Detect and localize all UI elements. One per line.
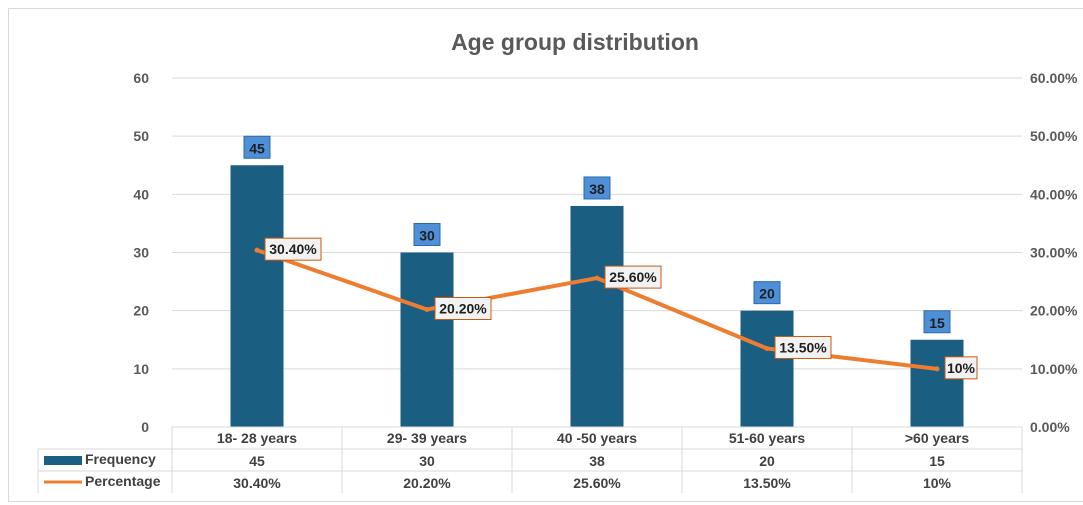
category-label: 18- 28 years xyxy=(217,430,297,446)
y-tick-label: 30 xyxy=(133,245,149,261)
frequency-bar xyxy=(400,252,454,427)
frequency-bar xyxy=(910,339,964,427)
frequency-label-box xyxy=(583,176,611,200)
y-tick-label: 50 xyxy=(133,128,149,144)
y2-axis-ticks: 0.00% 10.00% 20.00% 30.00% 40.00% 50.00% 60.00… xyxy=(1030,70,1078,435)
frequency-legend-key xyxy=(44,456,82,465)
percentage-data-label: 30.40% xyxy=(269,241,317,257)
percentage-table-cell: 30.40% xyxy=(233,475,281,491)
y2-tick-label: 50.00% xyxy=(1030,128,1078,144)
percentage-data-labels: 30.40% 20.20% 25.60% 13.50% 10% xyxy=(264,237,978,380)
frequency-data-label: 20 xyxy=(759,286,775,302)
y-tick-label: 20 xyxy=(133,303,149,319)
y-tick-label: 0 xyxy=(141,419,149,435)
frequency-label-box xyxy=(753,281,781,305)
y-axis-ticks: 0 10 20 30 40 50 60 xyxy=(133,70,149,435)
frequency-data-labels: 45 30 38 20 15 xyxy=(243,135,951,334)
y-tick-label: 10 xyxy=(133,361,149,377)
y2-tick-label: 20.00% xyxy=(1030,303,1078,319)
chart-title: Age group distribution xyxy=(451,29,699,55)
y2-tick-label: 60.00% xyxy=(1030,70,1078,86)
frequency-table-cell: 20 xyxy=(759,453,775,469)
y-tick-label: 40 xyxy=(133,186,149,202)
percentage-legend-label: Percentage xyxy=(85,473,161,489)
y2-tick-label: 10.00% xyxy=(1030,361,1078,377)
percentage-label-box xyxy=(434,297,492,321)
category-label: 51-60 years xyxy=(729,430,806,446)
percentage-point xyxy=(594,275,600,281)
category-label: 29- 39 years xyxy=(387,430,467,446)
frequency-label-box xyxy=(923,310,951,334)
age-group-chart: Age group distribution 0 10 20 30 40 50 60 0.0… xyxy=(37,29,1078,493)
y2-tick-label: 40.00% xyxy=(1030,186,1078,202)
frequency-table-cell: 30 xyxy=(419,453,435,469)
frequency-bars xyxy=(230,165,964,427)
frequency-label-box xyxy=(413,223,441,246)
percentage-point xyxy=(424,307,430,313)
percentage-point xyxy=(934,366,940,372)
percentage-data-label: 13.50% xyxy=(779,339,827,355)
percentage-data-label: 20.20% xyxy=(439,301,487,317)
category-label: 40 -50 years xyxy=(557,430,637,446)
frequency-bar xyxy=(230,165,284,427)
percentage-label-box xyxy=(774,335,832,359)
percentage-label-box xyxy=(944,356,978,380)
y2-tick-label: 30.00% xyxy=(1030,245,1078,261)
frequency-bar xyxy=(740,310,794,427)
y2-tick-label: 0.00% xyxy=(1030,419,1070,435)
frequency-data-label: 38 xyxy=(589,181,605,197)
frequency-data-label: 15 xyxy=(929,315,945,331)
frequency-table-cell: 15 xyxy=(929,453,945,469)
frequency-table-cell: 38 xyxy=(589,453,605,469)
percentage-point xyxy=(764,345,770,351)
percentage-table-cell: 20.20% xyxy=(403,475,451,491)
frequency-bar xyxy=(570,205,624,427)
percentage-data-label: 25.60% xyxy=(609,269,657,285)
frequency-data-label: 30 xyxy=(419,228,435,244)
percentage-label-box xyxy=(604,265,662,289)
category-label: >60 years xyxy=(905,430,969,446)
chart-frame: Age group distribution 0 10 20 30 40 50 60 0.0… xyxy=(8,8,1083,502)
percentage-data-label: 10% xyxy=(947,360,976,376)
frequency-data-label: 45 xyxy=(249,140,265,156)
percentage-point xyxy=(254,247,260,253)
data-table: 18- 28 years 29- 39 years 40 -50 years 51-6… xyxy=(37,426,1023,493)
frequency-table-cell: 45 xyxy=(249,453,265,469)
frequency-legend-label: Frequency xyxy=(85,451,156,467)
percentage-label-box xyxy=(264,237,322,261)
frequency-label-box xyxy=(243,135,271,159)
percentage-table-cell: 13.50% xyxy=(743,475,791,491)
percentage-table-cell: 10% xyxy=(923,475,952,491)
y-tick-label: 60 xyxy=(133,70,149,86)
percentage-table-cell: 25.60% xyxy=(573,475,621,491)
